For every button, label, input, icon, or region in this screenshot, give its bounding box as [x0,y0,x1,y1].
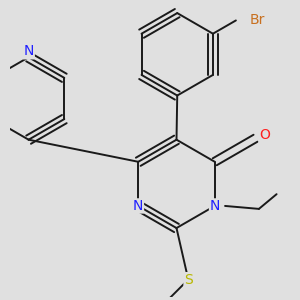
Text: N: N [210,199,220,213]
Text: S: S [184,273,193,286]
Text: O: O [259,128,270,142]
Text: Br: Br [249,14,265,27]
Text: N: N [23,44,34,58]
Text: N: N [133,199,143,213]
